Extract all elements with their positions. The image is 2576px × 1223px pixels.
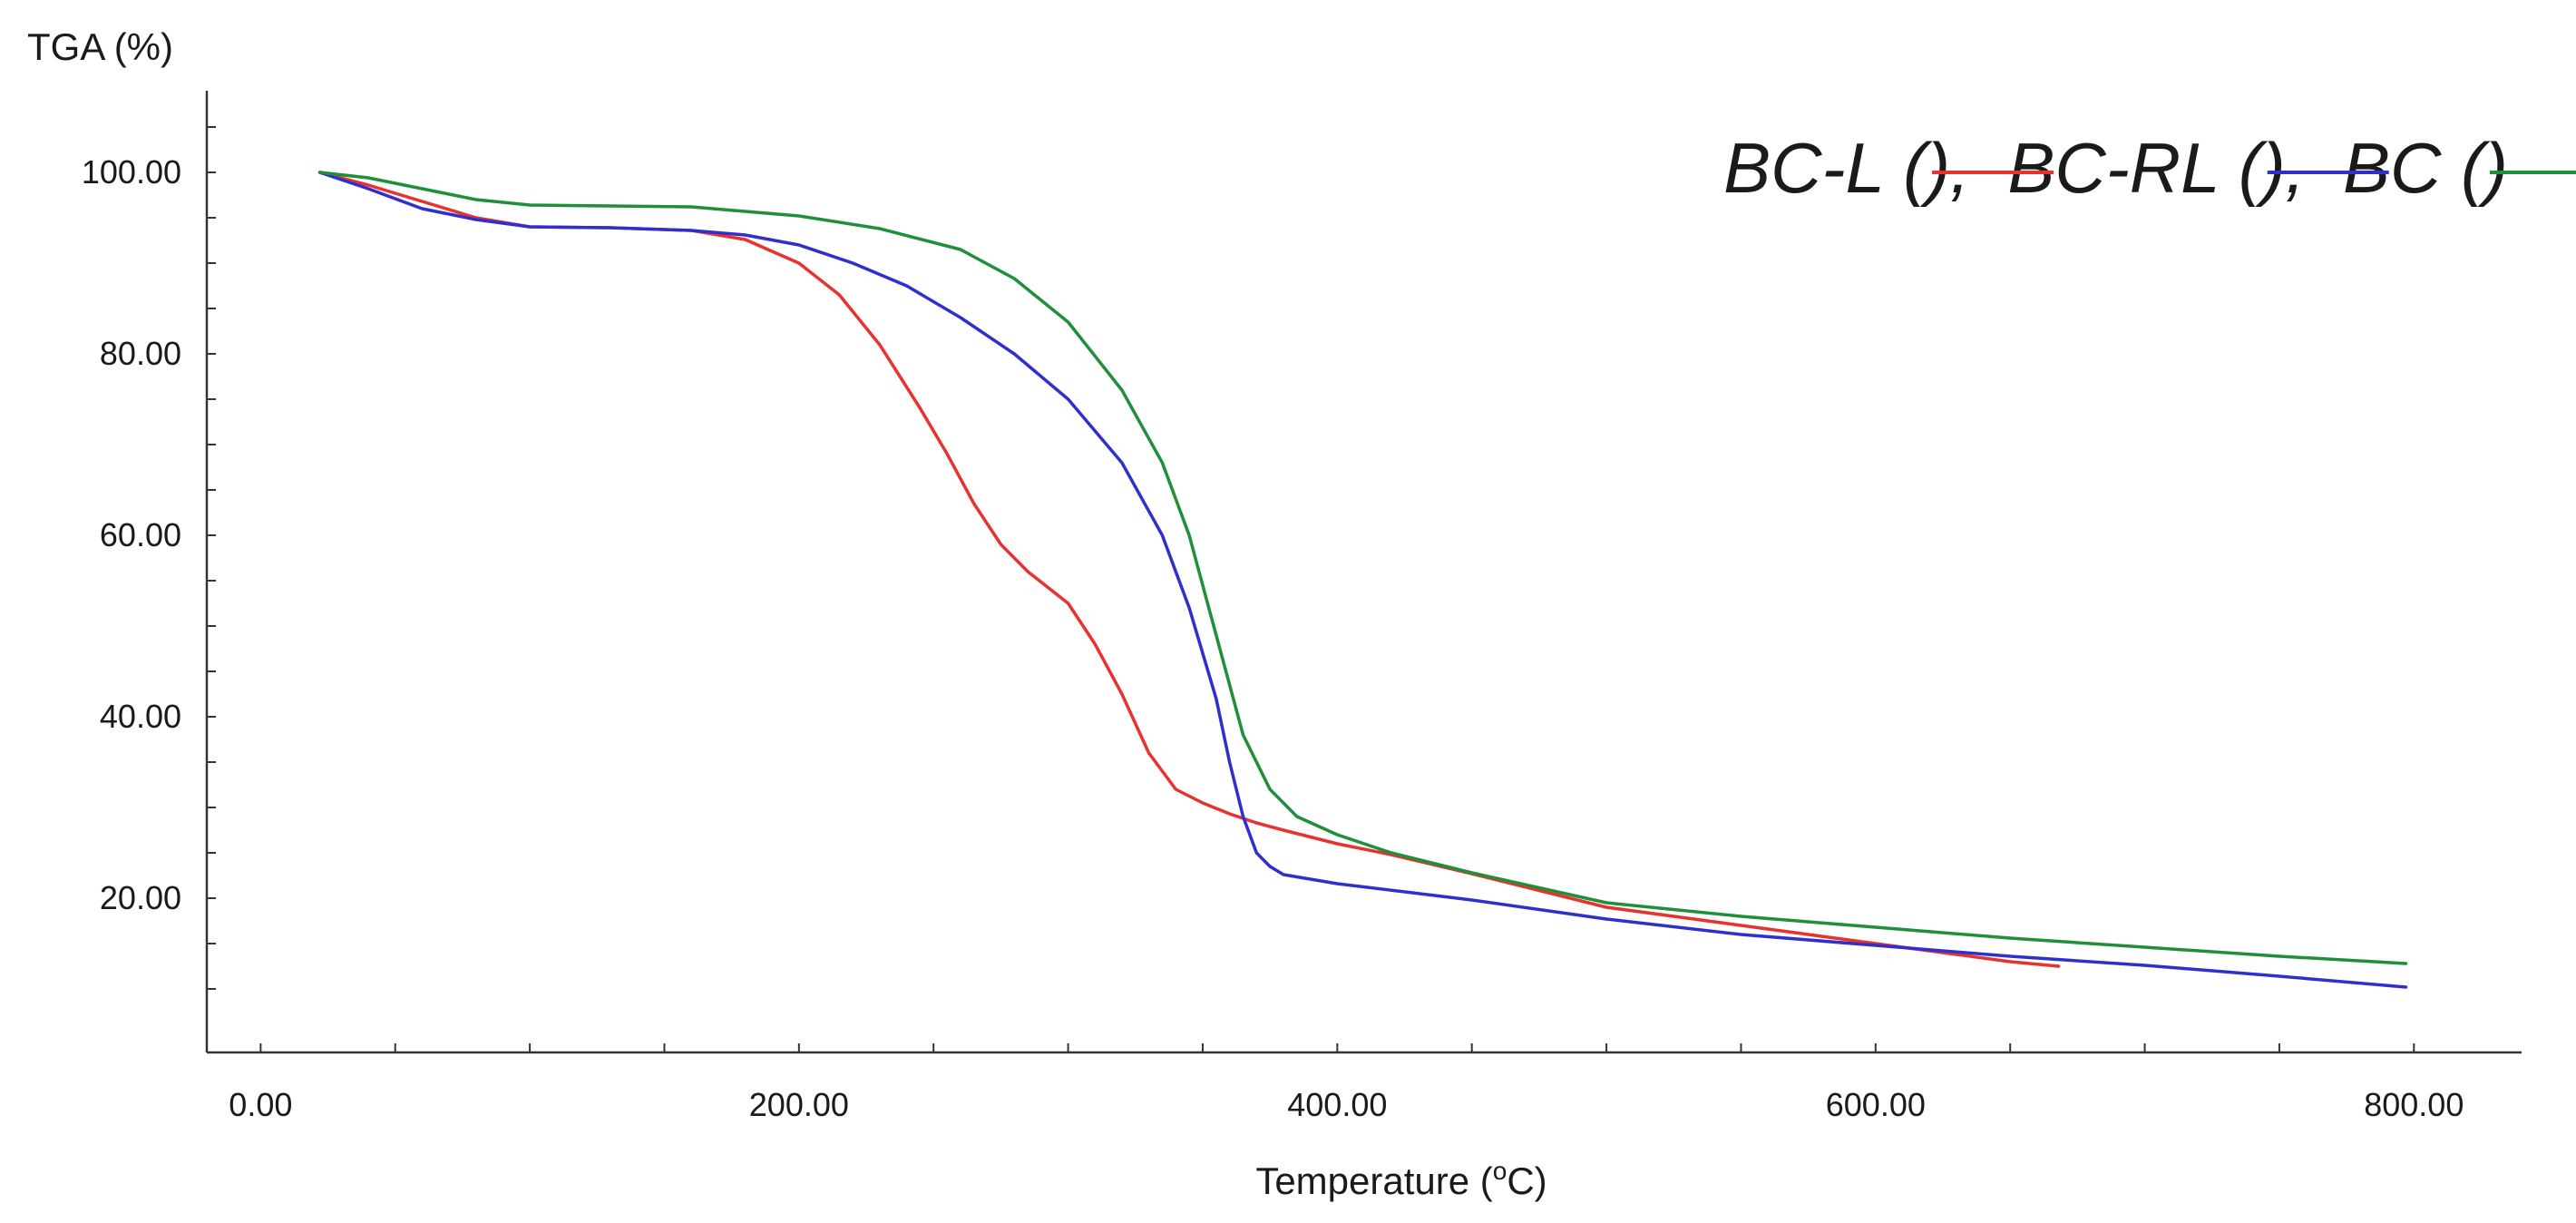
x-axis-title-sup: o — [1493, 1157, 1508, 1185]
legend-text: BC-L (), BC-RL (), BC () — [1723, 128, 2508, 208]
x-tick-label: 800.00 — [2364, 1086, 2464, 1123]
series-line-bc-rl — [317, 171, 2408, 989]
x-tick-label: 600.00 — [1826, 1086, 1926, 1123]
minor-ticks — [207, 126, 2415, 1052]
y-axis-title: TGA (%) — [27, 25, 173, 68]
axes — [205, 91, 2522, 1054]
x-tick-label: 0.00 — [229, 1086, 292, 1123]
y-tick-labels: 20.00 40.00 60.00 80.00 100.00 — [82, 153, 181, 916]
legend: BC-L (), BC-RL (), BC () — [1723, 128, 2576, 208]
y-tick-label: 40.00 — [100, 698, 181, 735]
series-line-bc — [317, 171, 2408, 965]
legend-bcrl-prefix: BC-RL ( — [2007, 128, 2268, 208]
y-tick-label: 60.00 — [100, 516, 181, 553]
x-axis-title-main: Temperature ( — [1255, 1159, 1492, 1202]
legend-bcl-prefix: BC-L ( — [1723, 128, 1933, 208]
legend-bc-prefix: BC ( — [2343, 128, 2491, 208]
x-axis-title: Temperature (oC) — [1255, 1157, 1547, 1202]
y-tick-label: 20.00 — [100, 879, 181, 916]
x-tick-label: 400.00 — [1287, 1086, 1387, 1123]
series-line-bc-l — [317, 171, 2061, 968]
y-tick-label: 100.00 — [82, 153, 181, 191]
series-lines — [317, 171, 2408, 989]
x-axis-title-end: C) — [1507, 1159, 1547, 1202]
legend-bcl-suffix: ), — [1919, 128, 1970, 208]
y-tick-label: 80.00 — [100, 335, 181, 372]
x-tick-label: 200.00 — [749, 1086, 849, 1123]
legend-bcrl-suffix: ), — [2255, 128, 2306, 208]
x-tick-labels: 0.00 200.00 400.00 600.00 800.00 — [229, 1086, 2464, 1123]
